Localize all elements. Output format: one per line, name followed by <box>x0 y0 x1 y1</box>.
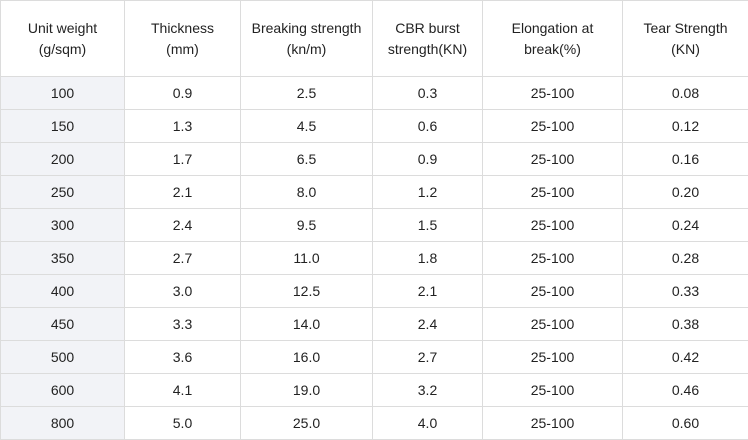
table-row: 400 3.0 12.5 2.1 25-100 0.33 <box>0 274 748 308</box>
cell-thickness: 3.3 <box>124 307 241 341</box>
cell-cbr-burst-strength: 0.9 <box>372 142 483 176</box>
header-label-line1: Unit weight <box>27 19 98 36</box>
cell-tear-strength: 0.42 <box>622 340 748 374</box>
cell-elongation-at-break: 25-100 <box>482 142 623 176</box>
cell-breaking-strength: 8.0 <box>240 175 373 209</box>
table-row: 600 4.1 19.0 3.2 25-100 0.46 <box>0 373 748 407</box>
header-label-line1: Tear Strength <box>643 19 728 36</box>
cell-breaking-strength: 16.0 <box>240 340 373 374</box>
cell-thickness: 3.6 <box>124 340 241 374</box>
cell-thickness: 2.4 <box>124 208 241 242</box>
cell-tear-strength: 0.16 <box>622 142 748 176</box>
header-breaking-strength: Breaking strength (kn/m) <box>240 0 373 77</box>
header-thickness: Thickness (mm) <box>124 0 241 77</box>
cell-thickness: 0.9 <box>124 76 241 110</box>
cell-thickness: 5.0 <box>124 406 241 440</box>
cell-unit-weight: 150 <box>0 109 125 143</box>
cell-tear-strength: 0.28 <box>622 241 748 275</box>
cell-cbr-burst-strength: 2.7 <box>372 340 483 374</box>
cell-cbr-burst-strength: 1.5 <box>372 208 483 242</box>
header-label-line2: strength(KN) <box>387 40 468 57</box>
cell-thickness: 2.1 <box>124 175 241 209</box>
table-row: 350 2.7 11.0 1.8 25-100 0.28 <box>0 241 748 275</box>
cell-breaking-strength: 14.0 <box>240 307 373 341</box>
cell-tear-strength: 0.08 <box>622 76 748 110</box>
cell-tear-strength: 0.60 <box>622 406 748 440</box>
header-tear-strength: Tear Strength (KN) <box>622 0 748 77</box>
cell-breaking-strength: 2.5 <box>240 76 373 110</box>
cell-elongation-at-break: 25-100 <box>482 109 623 143</box>
header-label-line2: (KN) <box>671 40 700 57</box>
cell-cbr-burst-strength: 1.2 <box>372 175 483 209</box>
table-row: 250 2.1 8.0 1.2 25-100 0.20 <box>0 175 748 209</box>
cell-elongation-at-break: 25-100 <box>482 175 623 209</box>
header-label-line2: (g/sqm) <box>38 40 87 57</box>
header-label-line2: (kn/m) <box>286 40 327 57</box>
cell-cbr-burst-strength: 0.3 <box>372 76 483 110</box>
header-label-line1: Breaking strength <box>251 19 362 36</box>
cell-thickness: 4.1 <box>124 373 241 407</box>
cell-unit-weight: 800 <box>0 406 125 440</box>
cell-breaking-strength: 9.5 <box>240 208 373 242</box>
cell-breaking-strength: 19.0 <box>240 373 373 407</box>
table-row: 450 3.3 14.0 2.4 25-100 0.38 <box>0 307 748 341</box>
cell-unit-weight: 400 <box>0 274 125 308</box>
table-row: 100 0.9 2.5 0.3 25-100 0.08 <box>0 76 748 110</box>
cell-thickness: 3.0 <box>124 274 241 308</box>
header-elongation-at-break: Elongation at break(%) <box>482 0 623 77</box>
cell-tear-strength: 0.24 <box>622 208 748 242</box>
cell-elongation-at-break: 25-100 <box>482 307 623 341</box>
cell-elongation-at-break: 25-100 <box>482 274 623 308</box>
cell-unit-weight: 100 <box>0 76 125 110</box>
cell-unit-weight: 250 <box>0 175 125 209</box>
cell-unit-weight: 350 <box>0 241 125 275</box>
cell-thickness: 2.7 <box>124 241 241 275</box>
cell-cbr-burst-strength: 3.2 <box>372 373 483 407</box>
cell-elongation-at-break: 25-100 <box>482 76 623 110</box>
table-row: 300 2.4 9.5 1.5 25-100 0.24 <box>0 208 748 242</box>
cell-unit-weight: 450 <box>0 307 125 341</box>
header-label-line1: Thickness <box>150 19 215 36</box>
header-label-line1: CBR burst <box>395 19 460 36</box>
cell-cbr-burst-strength: 2.1 <box>372 274 483 308</box>
cell-elongation-at-break: 25-100 <box>482 241 623 275</box>
header-row: Unit weight (g/sqm) Thickness (mm) Break… <box>0 0 748 77</box>
header-unit-weight: Unit weight (g/sqm) <box>0 0 125 77</box>
cell-elongation-at-break: 25-100 <box>482 406 623 440</box>
cell-cbr-burst-strength: 0.6 <box>372 109 483 143</box>
table-body: 100 0.9 2.5 0.3 25-100 0.08 150 1.3 4.5 0.6 25-100… <box>0 76 748 440</box>
table-row: 800 5.0 25.0 4.0 25-100 0.60 <box>0 406 748 440</box>
cell-breaking-strength: 6.5 <box>240 142 373 176</box>
table-header: Unit weight (g/sqm) Thickness (mm) Break… <box>0 0 748 77</box>
cell-elongation-at-break: 25-100 <box>482 208 623 242</box>
cell-cbr-burst-strength: 1.8 <box>372 241 483 275</box>
cell-elongation-at-break: 25-100 <box>482 340 623 374</box>
header-label-line2: (mm) <box>166 40 199 57</box>
cell-unit-weight: 500 <box>0 340 125 374</box>
cell-cbr-burst-strength: 2.4 <box>372 307 483 341</box>
cell-tear-strength: 0.20 <box>622 175 748 209</box>
cell-tear-strength: 0.12 <box>622 109 748 143</box>
cell-breaking-strength: 12.5 <box>240 274 373 308</box>
cell-unit-weight: 600 <box>0 373 125 407</box>
table-row: 500 3.6 16.0 2.7 25-100 0.42 <box>0 340 748 374</box>
cell-thickness: 1.7 <box>124 142 241 176</box>
cell-cbr-burst-strength: 4.0 <box>372 406 483 440</box>
table-row: 200 1.7 6.5 0.9 25-100 0.16 <box>0 142 748 176</box>
cell-tear-strength: 0.46 <box>622 373 748 407</box>
header-cbr-burst-strength: CBR burst strength(KN) <box>372 0 483 77</box>
header-label-line2: break(%) <box>524 40 581 57</box>
cell-unit-weight: 300 <box>0 208 125 242</box>
table-row: 150 1.3 4.5 0.6 25-100 0.12 <box>0 109 748 143</box>
cell-breaking-strength: 25.0 <box>240 406 373 440</box>
cell-breaking-strength: 4.5 <box>240 109 373 143</box>
cell-breaking-strength: 11.0 <box>240 241 373 275</box>
cell-elongation-at-break: 25-100 <box>482 373 623 407</box>
cell-tear-strength: 0.33 <box>622 274 748 308</box>
cell-unit-weight: 200 <box>0 142 125 176</box>
cell-thickness: 1.3 <box>124 109 241 143</box>
header-label-line1: Elongation at <box>511 19 594 36</box>
cell-tear-strength: 0.38 <box>622 307 748 341</box>
